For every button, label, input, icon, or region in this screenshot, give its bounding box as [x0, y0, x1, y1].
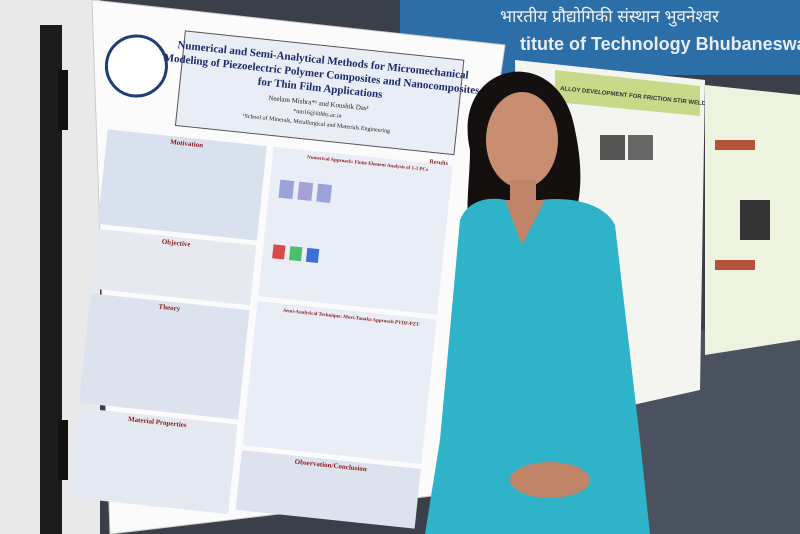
- logo: [104, 34, 168, 98]
- figure: [272, 244, 286, 260]
- hinge: [58, 420, 68, 480]
- poster-email: *nm16@iitbbs.ac.in: [293, 109, 342, 120]
- figure: [278, 179, 295, 200]
- figure: [288, 246, 303, 262]
- section-heading: Results: [429, 159, 449, 167]
- section-heading: Objective: [161, 238, 190, 249]
- section-box: [68, 407, 238, 515]
- neckline: [505, 200, 545, 245]
- stand-pole: [40, 25, 62, 534]
- section-box: [78, 293, 250, 420]
- section-box: [235, 450, 421, 529]
- hinge: [58, 70, 68, 130]
- section-heading: Theory: [158, 303, 181, 313]
- section-bar: [715, 260, 755, 270]
- section-heading: Motivation: [170, 138, 204, 149]
- second-poster-header: [555, 70, 700, 116]
- section-box: [97, 129, 267, 241]
- figure: [297, 181, 314, 202]
- panel: [242, 300, 437, 464]
- face: [486, 92, 558, 188]
- banner-english: titute of Technology Bhubaneswar: [520, 34, 800, 54]
- figure: [600, 135, 625, 160]
- figure: [740, 200, 770, 240]
- figure: [305, 247, 320, 264]
- section-bar: [715, 140, 755, 150]
- hands: [510, 462, 590, 498]
- figure: [628, 135, 653, 160]
- title-box: [174, 30, 465, 156]
- banner-hindi: भारतीय प्रौद्योगिकी संस्थान भुवनेश्वर: [500, 6, 720, 27]
- figure: [316, 183, 333, 204]
- section-box: [90, 228, 257, 306]
- kurta: [425, 198, 650, 534]
